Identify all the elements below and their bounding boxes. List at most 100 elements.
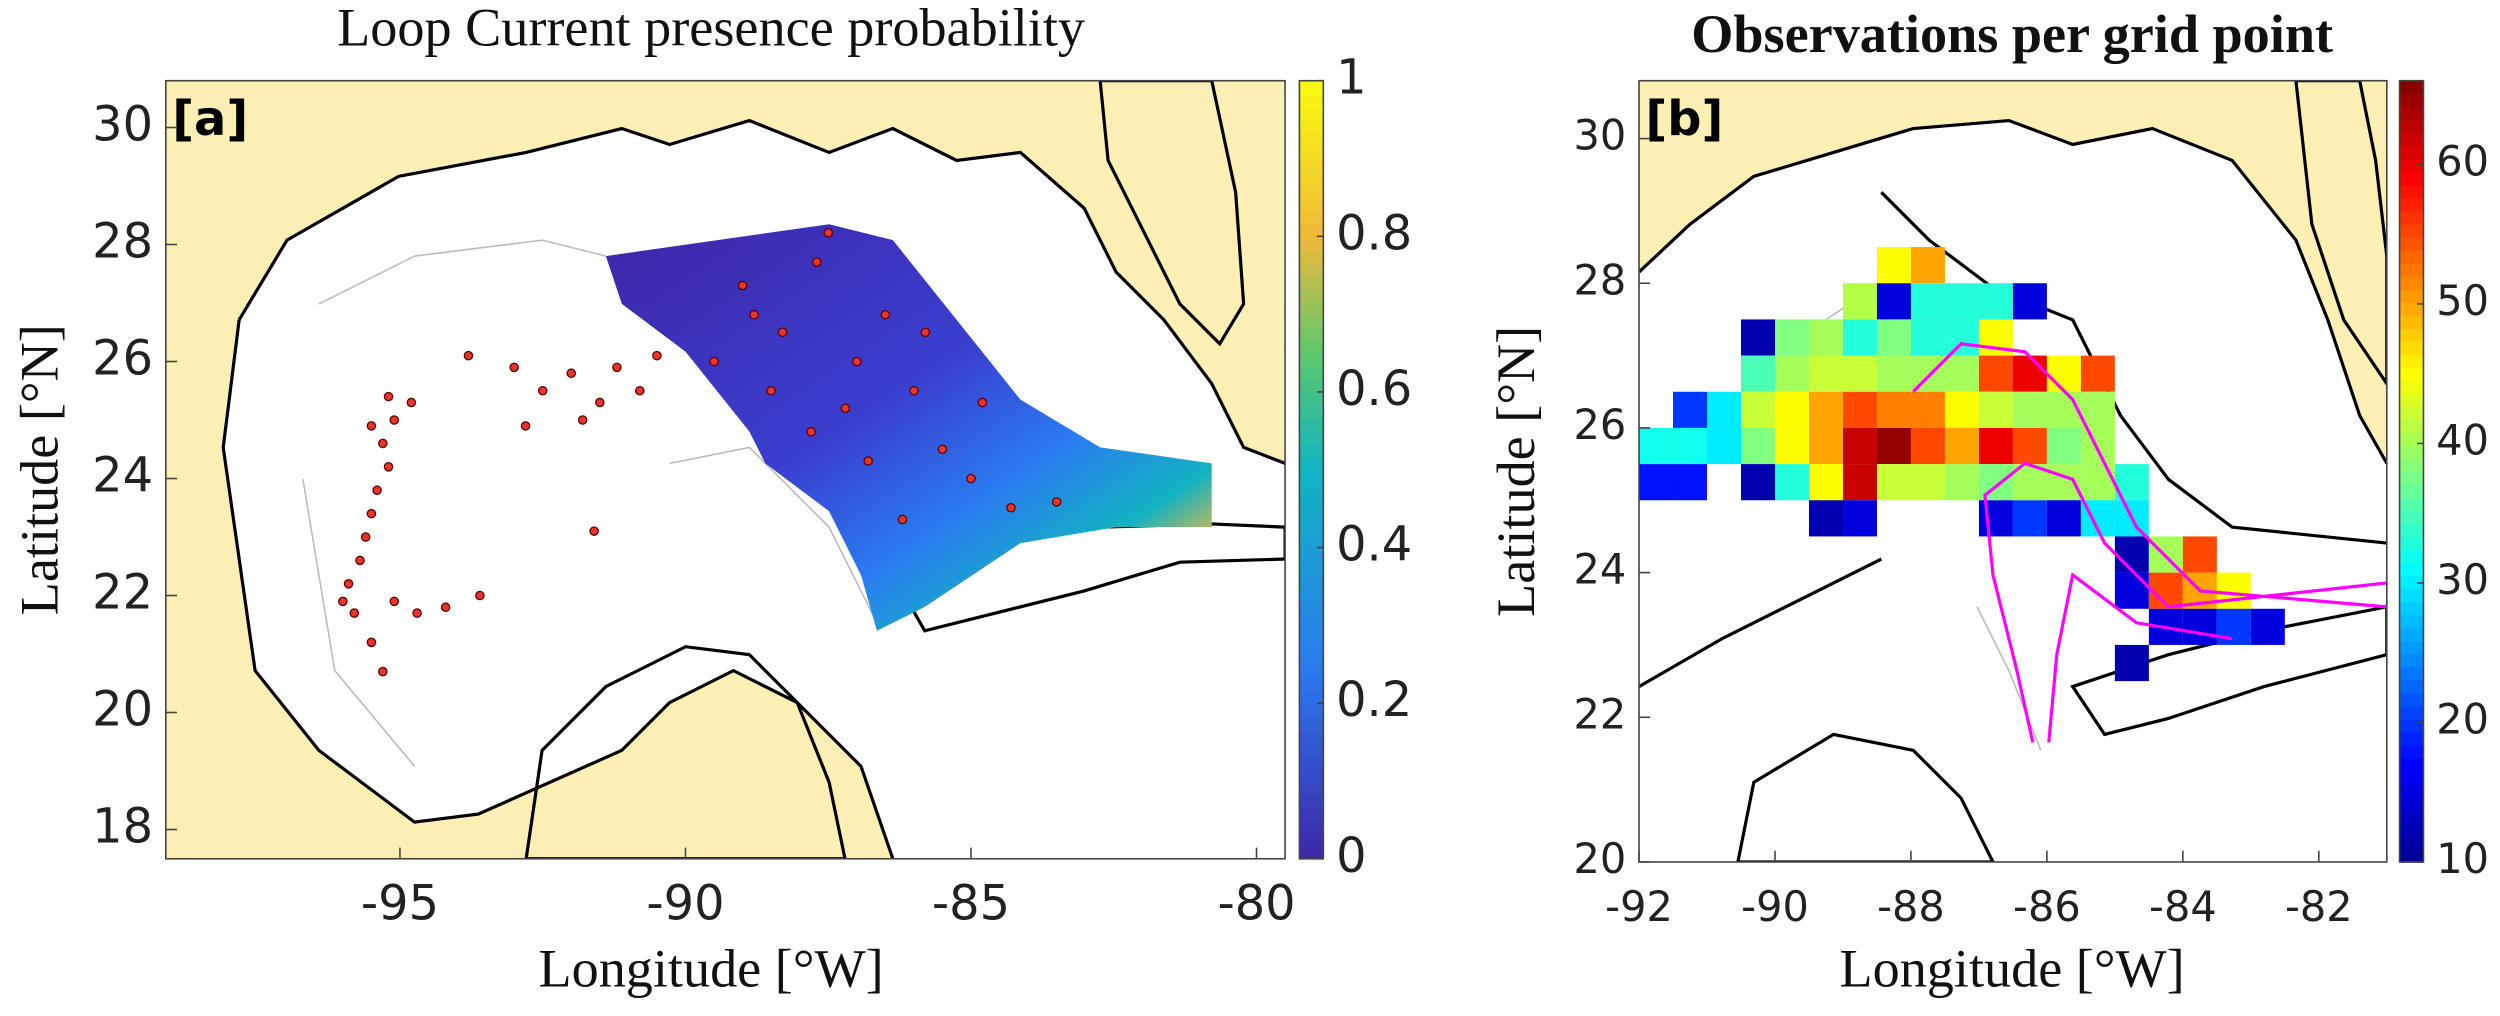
colorbar-segment: [1299, 275, 1324, 289]
colorbar-segment: [2399, 601, 2424, 616]
x-tick-label: -90: [1741, 883, 1809, 931]
probability-field: [605, 224, 1212, 631]
colorbar-segment: [2399, 158, 2424, 173]
colorbar-segment: [2399, 744, 2424, 759]
x-tick-label: -84: [2149, 883, 2217, 931]
point: [897, 514, 908, 525]
grid-cell: [1944, 355, 1979, 392]
grid-cell: [1910, 427, 1945, 465]
colorbar-segment: [1299, 716, 1324, 730]
grid-cell: [1740, 427, 1775, 465]
point: [383, 462, 394, 472]
point: [475, 590, 485, 601]
colorbar-segment: [1299, 249, 1324, 264]
colorbar-tick-label: 50: [2436, 277, 2489, 325]
colorbar-segment: [1299, 417, 1324, 432]
grid-cell: [1876, 355, 1911, 392]
point: [360, 532, 371, 542]
grid-cell: [1876, 427, 1911, 465]
grid-cell: [1707, 427, 1741, 465]
colorbar-segment: [1299, 327, 1324, 341]
grid-cell: [2012, 391, 2047, 428]
colorbar-segment: [2399, 835, 2424, 850]
grid-cell: [1842, 283, 1877, 320]
grid-cell: [1740, 391, 1775, 428]
colorbar-segment: [2399, 588, 2424, 603]
colorbar-segment: [2399, 562, 2424, 577]
colorbar-segment: [2399, 484, 2424, 499]
colorbar-segment: [2399, 523, 2424, 538]
colorbar-segment: [1299, 729, 1324, 743]
colorbar-segment: [1299, 819, 1324, 834]
colorbar-segment: [1299, 832, 1324, 847]
colorbar-segment: [2399, 210, 2424, 225]
grid-cell: [1808, 500, 1843, 537]
grid-cell: [1910, 247, 1945, 284]
colorbar-segment: [2399, 262, 2424, 277]
grid-cell: [1774, 355, 1809, 392]
colorbar-segment: [1299, 301, 1324, 315]
colorbar-segment: [2399, 653, 2424, 668]
grid-cell: [1740, 355, 1775, 392]
colorbar-segment: [2399, 718, 2424, 733]
colorbar-segment: [1299, 340, 1324, 354]
grid-cell: [1876, 319, 1911, 356]
colorbar-segment: [1299, 508, 1324, 523]
colorbar-frame: [1298, 79, 1325, 860]
colorbar-segment: [2399, 822, 2424, 837]
colorbar-segment: [2399, 705, 2424, 720]
y-tick-label: 22: [92, 566, 153, 621]
colorbar-segment: [2399, 93, 2424, 108]
panel-label-a: [a]: [172, 92, 248, 147]
x-tick-label: -85: [932, 877, 1010, 932]
y-tick-label: 28: [1574, 256, 1627, 304]
y-tick-label: 28: [92, 215, 153, 270]
point: [463, 350, 474, 361]
grid-cell: [2080, 391, 2115, 428]
grid-cell: [1707, 391, 1741, 428]
colorbar-segment: [2399, 497, 2424, 512]
colorbar-segment: [2399, 458, 2424, 473]
grid-cell: [1842, 319, 1877, 356]
colorbar-segment: [1299, 456, 1324, 471]
colorbar-segment: [2399, 315, 2424, 329]
grid-cell: [1639, 427, 1674, 465]
x-tick-label: -82: [2285, 883, 2353, 931]
grid-cell: [1673, 464, 1708, 501]
point: [920, 327, 931, 338]
colorbar-tick-label: 40: [2436, 416, 2489, 464]
grid-cell: [1774, 391, 1809, 428]
colorbar-segment: [1299, 262, 1324, 277]
grid-cell: [1808, 319, 1843, 356]
colorbar-segment: [2399, 302, 2424, 316]
colorbar-segment: [2399, 106, 2424, 121]
colorbar-segment: [2399, 119, 2424, 134]
axes-frame: [1638, 79, 2388, 863]
colorbar-segment: [1299, 223, 1324, 238]
grid-cell: [2012, 283, 2047, 320]
colorbar-segment: [1299, 93, 1324, 108]
marks: [1639, 247, 2387, 743]
y-tick-label: 30: [92, 98, 153, 153]
point: [537, 385, 548, 396]
point: [589, 526, 599, 536]
point: [349, 608, 360, 618]
x-axis-label-b: Longitude [°W]: [1840, 938, 2185, 998]
grid-cell: [1842, 391, 1877, 428]
colorbar-tick-label: 0.8: [1336, 206, 1412, 261]
grid-cell: [1910, 464, 1945, 501]
colorbar-segment: [2399, 757, 2424, 772]
point: [937, 444, 948, 455]
point: [766, 385, 776, 396]
point: [595, 397, 605, 408]
colorbar-segment: [2399, 341, 2424, 355]
colorbar-segment: [2399, 276, 2424, 290]
colorbar-segment: [2399, 419, 2424, 434]
grid-cell: [1639, 464, 1674, 501]
grid-cell: [1842, 427, 1877, 465]
point: [612, 362, 622, 373]
colorbar-segment: [2399, 692, 2424, 707]
point: [355, 555, 365, 566]
colorbar-segment: [1299, 560, 1324, 575]
